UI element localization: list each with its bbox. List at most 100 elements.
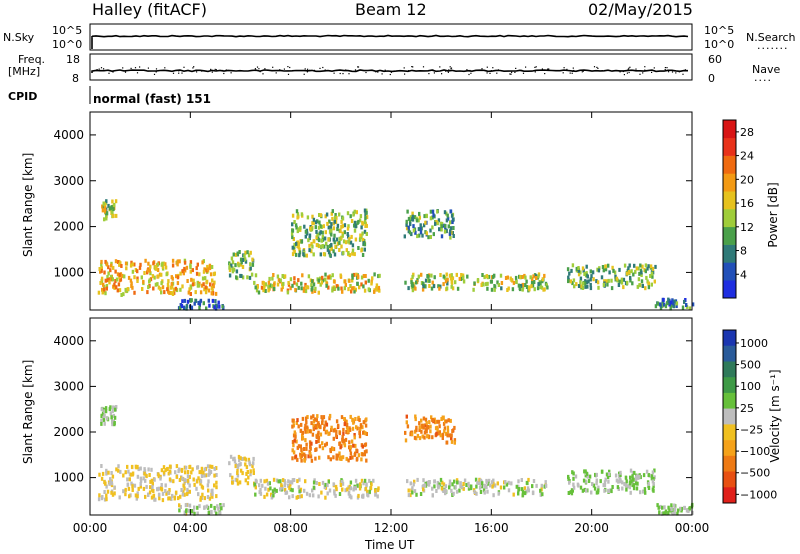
velocity-cell xyxy=(407,493,411,498)
power-cell xyxy=(306,215,310,220)
power-cell xyxy=(211,278,214,283)
velocity-cell xyxy=(108,481,111,486)
power-cell xyxy=(330,222,333,227)
power-cell xyxy=(310,283,313,288)
velocity-cell xyxy=(136,491,139,496)
nave-dot xyxy=(644,66,646,68)
power-cell xyxy=(449,276,453,281)
velocity-cell xyxy=(289,482,292,487)
velocity-cell xyxy=(343,417,346,421)
power-cell xyxy=(325,281,329,286)
power-cell xyxy=(321,235,324,239)
velocity-cell xyxy=(170,497,173,501)
velocity-cell xyxy=(486,489,489,494)
power-cell xyxy=(344,240,348,245)
power-cell xyxy=(631,281,634,286)
power-cell xyxy=(530,280,534,285)
velocity-cell xyxy=(129,493,132,498)
velocity-cell xyxy=(451,482,454,487)
power-cell xyxy=(618,279,621,284)
velocity-cell xyxy=(111,492,115,497)
power-cell xyxy=(358,218,362,223)
power-cell xyxy=(365,215,369,220)
velocity-cell xyxy=(358,434,362,439)
power-cell xyxy=(688,306,691,311)
velocity-cell xyxy=(300,453,303,458)
velocity-cell xyxy=(122,489,125,494)
velocity-cell xyxy=(318,455,321,460)
power-cell xyxy=(528,287,531,292)
velocity-cell xyxy=(325,422,329,427)
power-cell xyxy=(637,277,641,282)
power-cell xyxy=(124,261,128,266)
velocity-cell xyxy=(544,483,548,488)
power-cell xyxy=(444,279,448,284)
power-cell xyxy=(445,229,448,234)
power-cell xyxy=(314,220,318,225)
velocity-cell xyxy=(363,450,367,455)
velocity-cell xyxy=(354,478,358,483)
power-cell xyxy=(154,282,158,287)
velocity-cell xyxy=(294,434,297,439)
power-cell xyxy=(443,210,447,215)
power-cell xyxy=(519,275,522,280)
power-cell xyxy=(499,273,503,278)
velocity-cell xyxy=(239,468,243,473)
velocity-cell xyxy=(100,496,104,501)
velocity-cell xyxy=(143,471,146,476)
velocity-cell xyxy=(192,477,195,482)
power-cell xyxy=(354,237,358,242)
velocity-cell xyxy=(168,477,172,482)
velocity-cell xyxy=(324,482,327,487)
power-cell xyxy=(136,269,139,274)
velocity-colorbar-label: Velocity [m s⁻¹] xyxy=(768,369,782,463)
power-cell xyxy=(290,231,294,236)
velocity-cell xyxy=(193,505,196,510)
velocity-cell xyxy=(297,444,301,449)
power-cell xyxy=(302,286,306,291)
velocity-cell xyxy=(607,488,610,493)
velocity-cell xyxy=(117,464,120,469)
velocity-cell xyxy=(483,484,486,489)
velocity-cell xyxy=(231,480,234,485)
velocity-cell xyxy=(300,422,303,427)
nave-dot xyxy=(573,69,575,72)
velocity-cell xyxy=(166,467,169,471)
velocity-cell xyxy=(505,482,509,487)
velocity-cell xyxy=(650,474,654,479)
power-cell xyxy=(302,288,306,293)
velocity-cell xyxy=(131,488,134,492)
velocity-cell xyxy=(184,470,187,475)
velocity-cell xyxy=(130,481,133,486)
velocity-cell xyxy=(199,495,203,500)
power-cell xyxy=(489,279,493,284)
nave-dot xyxy=(635,68,637,70)
power-cell xyxy=(656,301,660,306)
velocity-cell xyxy=(252,461,255,466)
velocity-cell xyxy=(200,484,204,489)
velocity-cell xyxy=(151,481,154,486)
velocity-cell xyxy=(124,492,127,497)
velocity-cell xyxy=(333,489,336,494)
velocity-cell xyxy=(461,484,464,489)
power-colorbar-swatch xyxy=(723,226,736,245)
velocity-cell xyxy=(296,495,300,499)
velocity-cell xyxy=(411,486,414,491)
power-cell xyxy=(582,268,585,273)
velocity-cell xyxy=(629,475,632,480)
velocity-cell xyxy=(147,467,150,472)
velocity-cell xyxy=(355,425,358,430)
velocity-cell xyxy=(438,424,441,429)
velocity-cell xyxy=(591,482,594,486)
power-cell xyxy=(333,240,336,245)
power-cell xyxy=(483,275,486,280)
power-cell xyxy=(450,230,453,235)
x-tick-label: 00:00 xyxy=(675,521,710,535)
power-cell xyxy=(485,274,488,279)
nave-dot xyxy=(566,68,568,70)
power-cell xyxy=(244,250,247,255)
power-cell xyxy=(607,278,610,283)
velocity-cell xyxy=(199,481,202,486)
velocity-cell xyxy=(434,420,437,425)
velocity-cell xyxy=(361,452,364,457)
